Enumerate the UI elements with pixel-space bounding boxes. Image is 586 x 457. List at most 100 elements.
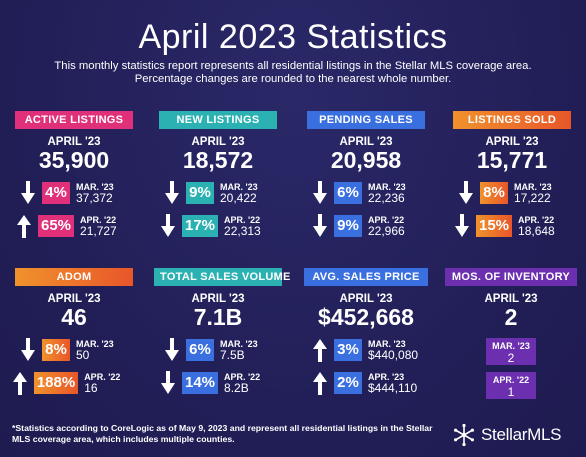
comparison-number: 18,648 bbox=[518, 225, 570, 238]
page-subtitle: This monthly statistics report represent… bbox=[0, 60, 586, 86]
card-value: 15,771 bbox=[446, 148, 578, 173]
arrow-down-icon bbox=[312, 214, 328, 238]
comparison-value: APR. '22 21,727 bbox=[80, 215, 132, 238]
arrow-down-icon bbox=[164, 338, 180, 362]
subtitle-line-1: This monthly statistics report represent… bbox=[0, 60, 586, 73]
card-value: 46 bbox=[8, 305, 140, 330]
comparison-label: APR. '22 bbox=[80, 215, 132, 225]
comparison-number: 8.2B bbox=[224, 382, 276, 395]
logo-text: StellarMLS bbox=[481, 425, 561, 445]
comparison-number: $440,080 bbox=[368, 349, 420, 362]
arrow-down-icon bbox=[458, 181, 474, 205]
subtitle-line-2: Percentage changes are rounded to the ne… bbox=[0, 73, 586, 86]
stellar-mls-logo: StellarMLS bbox=[452, 422, 576, 448]
comparison-number: 50 bbox=[76, 349, 128, 362]
card-new-listings: NEW LISTINGS APRIL '23 18,572 9% MAR. '2… bbox=[152, 111, 284, 239]
comparison-row-yoy: 14% APR. '22 8.2B bbox=[152, 370, 284, 396]
comparison-value: APR. '22 22,966 bbox=[368, 215, 420, 238]
card-total-sales-volume: TOTAL SALES VOLUME APRIL '23 7.1B 6% MAR… bbox=[152, 268, 284, 396]
comparison-number: 20,422 bbox=[220, 192, 272, 205]
comparison-number: 17,222 bbox=[514, 192, 566, 205]
comparison-row-mom: 4% MAR. '23 37,372 bbox=[8, 180, 140, 206]
card-listings-sold: LISTINGS SOLD APRIL '23 15,771 8% MAR. '… bbox=[446, 111, 578, 239]
comparison-value: APR. '22 16 bbox=[84, 372, 136, 395]
card-header: ACTIVE LISTINGS bbox=[15, 111, 133, 129]
percent-change-badge: 17% bbox=[182, 215, 218, 237]
card-header: PENDING SALES bbox=[307, 111, 425, 129]
arrow-up-icon bbox=[12, 371, 28, 395]
comparison-value: APR. '22 8.2B bbox=[224, 372, 276, 395]
percent-change-badge: 188% bbox=[34, 372, 78, 394]
card-header: AVG. SALES PRICE bbox=[304, 268, 428, 286]
comparison-row-yoy: 2% APR. '23 $444,110 bbox=[300, 370, 432, 396]
arrow-down-icon bbox=[160, 371, 176, 395]
arrow-up-icon bbox=[16, 214, 32, 238]
comparison-label: APR. '23 bbox=[368, 372, 420, 382]
card-header: NEW LISTINGS bbox=[159, 111, 277, 129]
card-value: 7.1B bbox=[152, 305, 284, 330]
card-value: 18,572 bbox=[152, 148, 284, 173]
comparison-number: $444,110 bbox=[368, 382, 420, 395]
comparison-value: MAR. '23 50 bbox=[76, 339, 128, 362]
comparison-label: APR. '22 bbox=[84, 372, 136, 382]
comparison-number: 22,966 bbox=[368, 225, 420, 238]
card-header: LISTINGS SOLD bbox=[453, 111, 571, 129]
percent-change-badge: 8% bbox=[480, 182, 508, 204]
comparison-value: MAR. '23 $440,080 bbox=[368, 339, 420, 362]
comparison-value: MAR. '23 17,222 bbox=[514, 182, 566, 205]
card-avg-sales-price: AVG. SALES PRICE APRIL '23 $452,668 3% M… bbox=[300, 268, 432, 396]
card-header: MOS. OF INVENTORY bbox=[445, 268, 577, 286]
card-header: ADOM bbox=[15, 268, 133, 286]
comparison-label: MAR. '23 bbox=[514, 182, 566, 192]
page-title: April 2023 Statistics bbox=[0, 18, 586, 57]
percent-change-badge: 9% bbox=[186, 182, 214, 204]
percent-change-badge: 65% bbox=[38, 215, 74, 237]
comparison-box-yoy: APR. '22 1 bbox=[486, 372, 536, 399]
comparison-number: 16 bbox=[84, 382, 136, 395]
comparison-number: 22,313 bbox=[224, 225, 276, 238]
comparison-label: MAR. '23 bbox=[76, 182, 128, 192]
comparison-number: 21,727 bbox=[80, 225, 132, 238]
footnote: *Statistics according to CoreLogic as of… bbox=[12, 423, 442, 445]
comparison-number: 2 bbox=[486, 352, 536, 364]
snowflake-star-icon bbox=[452, 423, 476, 447]
arrow-up-icon bbox=[312, 338, 328, 362]
card-header: TOTAL SALES VOLUME bbox=[154, 268, 282, 286]
comparison-value: MAR. '23 7.5B bbox=[220, 339, 272, 362]
arrow-down-icon bbox=[20, 338, 36, 362]
comparison-label: APR. '22 bbox=[368, 215, 420, 225]
comparison-row-mom: 6% MAR. '23 22,236 bbox=[300, 180, 432, 206]
comparison-row-yoy: 17% APR. '22 22,313 bbox=[152, 213, 284, 239]
arrow-down-icon bbox=[454, 214, 470, 238]
comparison-label: APR. '22 bbox=[224, 372, 276, 382]
comparison-row-yoy: 188% APR. '22 16 bbox=[8, 370, 140, 396]
arrow-down-icon bbox=[312, 181, 328, 205]
comparison-number: 7.5B bbox=[220, 349, 272, 362]
card-adom: ADOM APRIL '23 46 8% MAR. '23 50 188% APR… bbox=[8, 268, 140, 396]
percent-change-badge: 2% bbox=[334, 372, 362, 394]
card-value: $452,668 bbox=[300, 305, 432, 330]
comparison-row-mom: 6% MAR. '23 7.5B bbox=[152, 337, 284, 363]
comparison-value: MAR. '23 20,422 bbox=[220, 182, 272, 205]
comparison-box-mom: MAR. '23 2 bbox=[486, 338, 536, 365]
percent-change-badge: 15% bbox=[476, 215, 512, 237]
percent-change-badge: 14% bbox=[182, 372, 218, 394]
percent-change-badge: 6% bbox=[186, 339, 214, 361]
comparison-number: 37,372 bbox=[76, 192, 128, 205]
comparison-value: APR. '22 18,648 bbox=[518, 215, 570, 238]
comparison-number: 22,236 bbox=[368, 192, 420, 205]
comparison-row-mom: 9% MAR. '23 20,422 bbox=[152, 180, 284, 206]
percent-change-badge: 9% bbox=[334, 215, 362, 237]
percent-change-badge: 4% bbox=[42, 182, 70, 204]
card-value: 2 bbox=[442, 305, 580, 330]
comparison-label: MAR. '23 bbox=[220, 339, 272, 349]
arrow-down-icon bbox=[164, 181, 180, 205]
comparison-value: MAR. '23 22,236 bbox=[368, 182, 420, 205]
comparison-value: APR. '22 22,313 bbox=[224, 215, 276, 238]
comparison-value: APR. '23 $444,110 bbox=[368, 372, 420, 395]
comparison-label: MAR. '23 bbox=[220, 182, 272, 192]
comparison-row-mom: 3% MAR. '23 $440,080 bbox=[300, 337, 432, 363]
card-value: 35,900 bbox=[8, 148, 140, 173]
comparison-label: MAR. '23 bbox=[368, 182, 420, 192]
percent-change-badge: 8% bbox=[42, 339, 70, 361]
